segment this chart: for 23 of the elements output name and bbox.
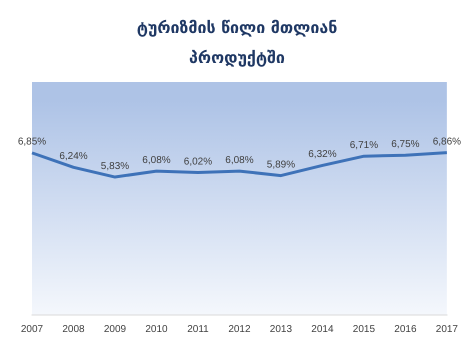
- data-label: 6,75%: [391, 139, 420, 150]
- x-tick-label: 2012: [228, 324, 251, 335]
- x-tick-label: 2007: [20, 324, 44, 335]
- data-label: 5,89%: [266, 159, 296, 170]
- data-label: 6,71%: [350, 140, 378, 151]
- x-tick-label: 2008: [62, 324, 86, 335]
- data-label: 5,83%: [100, 160, 130, 172]
- x-tick-label: 2009: [104, 324, 127, 335]
- x-tick-label: 2011: [187, 324, 210, 335]
- x-tick-label: 2015: [352, 324, 376, 335]
- x-tick-label: 2016: [394, 324, 417, 335]
- chart-title: ტურიზმის წილი მთლიან პროდუქტში: [136, 17, 338, 69]
- x-tick-label: 2017: [436, 324, 458, 335]
- data-label: 6,85%: [18, 136, 46, 148]
- data-label: 6,02%: [184, 156, 212, 168]
- x-tick-label: 2010: [145, 324, 168, 335]
- data-label: 6,08%: [142, 154, 171, 166]
- data-label: 6,24%: [59, 151, 88, 162]
- data-label: 6,86%: [432, 136, 462, 148]
- x-tick-label: 2014: [311, 324, 334, 335]
- x-tick-label: 2013: [270, 324, 292, 335]
- data-label: 6,08%: [225, 154, 254, 166]
- data-label: 6,32%: [308, 149, 337, 160]
